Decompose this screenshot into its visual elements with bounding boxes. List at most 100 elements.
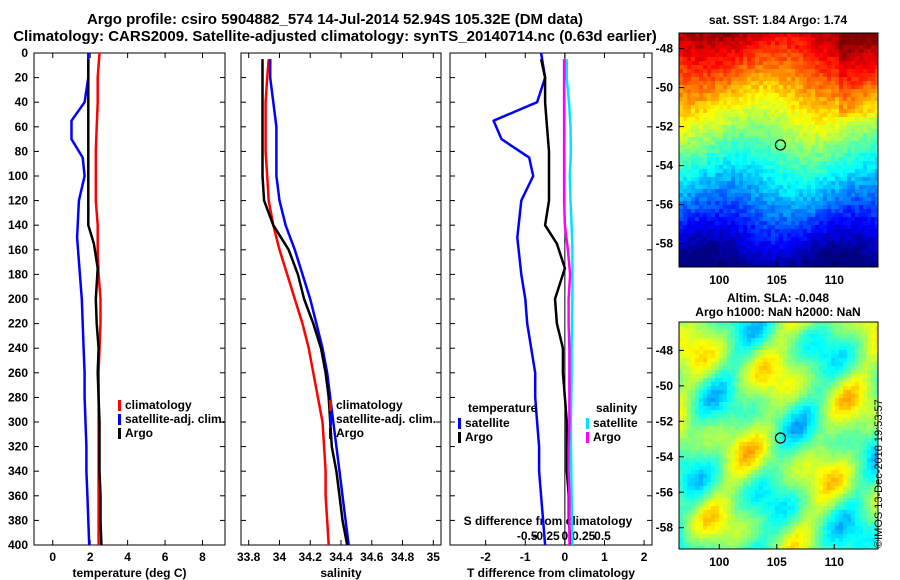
- y-tick-label: -58: [656, 237, 674, 251]
- map-field: [679, 33, 878, 267]
- x-tick-label: 1: [601, 550, 608, 564]
- y-tick-label: -48: [656, 343, 674, 357]
- y-tick-label: 360: [8, 489, 28, 503]
- x-tick-label: 2: [87, 550, 94, 564]
- x-tick-label: 35: [427, 550, 441, 564]
- y-tick-label: 240: [8, 341, 28, 355]
- x-tick-label: -2: [480, 550, 491, 564]
- y-tick-label: 20: [15, 71, 29, 85]
- x-tick-label: 100: [709, 555, 729, 569]
- x-axis-label: T difference from climatology: [467, 566, 635, 580]
- y-tick-label: -56: [656, 198, 674, 212]
- legend-label: Argo: [465, 430, 493, 444]
- imos-watermark: ©IMOS 13-Dec-2018 19:53:57: [873, 399, 885, 548]
- legend-title: salinity: [596, 401, 638, 415]
- y-tick-label: 200: [8, 292, 28, 306]
- legend-swatch: [329, 414, 332, 425]
- legend-title: temperature: [468, 401, 538, 415]
- x-tick-label: 34.8: [391, 550, 415, 564]
- y-tick-label: 60: [15, 120, 29, 134]
- chart-title: Argo profile: csiro 5904882_574 14-Jul-2…: [86, 11, 584, 28]
- x-tick-label: 0: [49, 550, 56, 564]
- x-tick-label: 2: [641, 550, 648, 564]
- legend-label: climatology: [336, 398, 403, 412]
- map-subtitle: Argo h1000: NaN h2000: NaN: [695, 305, 860, 319]
- legend-swatch: [458, 432, 461, 443]
- y-tick-label: 400: [8, 538, 28, 552]
- x-tick-label: 34.2: [299, 550, 323, 564]
- legend-swatch: [118, 400, 121, 411]
- legend-swatch: [329, 428, 332, 439]
- y-tick-label: 380: [8, 513, 28, 527]
- series-line-climatology: [264, 58, 330, 546]
- y-tick-label: -54: [656, 159, 674, 173]
- map-field: [679, 322, 878, 549]
- y-tick-label: -52: [656, 414, 674, 428]
- y-tick-label: 260: [8, 366, 28, 380]
- legend-swatch: [118, 414, 121, 425]
- legend-label: Argo: [593, 430, 621, 444]
- map-frame: [678, 32, 879, 268]
- y-tick-label: 80: [15, 144, 29, 158]
- x-tick-label: 105: [767, 555, 787, 569]
- y-tick-label: 180: [8, 267, 28, 281]
- temperature-panel: 0 2 4 6 802040608010012014016018020022024026…: [8, 46, 226, 580]
- legend-label: satellite-adj. clim.: [336, 412, 436, 426]
- map-title: Altim. SLA: -0.048: [727, 291, 829, 305]
- legend-label: satellite-adj. clim.: [125, 412, 225, 426]
- x-tick-label: 110: [825, 273, 845, 287]
- map-title: sat. SST: 1.84 Argo: 1.74: [709, 13, 848, 27]
- legend-swatch: [118, 428, 121, 439]
- legend-label: Argo: [336, 426, 364, 440]
- x-tick-label: 34.4: [329, 550, 353, 564]
- s-tick-label: 0.25: [572, 529, 596, 543]
- plot-frame: [33, 52, 226, 546]
- legend-swatch: [586, 432, 589, 443]
- y-tick-label: -48: [656, 42, 674, 56]
- y-tick-label: -58: [656, 521, 674, 535]
- legend-label: satellite: [465, 416, 510, 430]
- legend-swatch: [458, 418, 461, 429]
- x-tick-label: 0: [562, 550, 569, 564]
- series-line-t-satellite: [492, 52, 547, 546]
- y-tick-label: -52: [656, 120, 674, 134]
- y-tick-label: 160: [8, 243, 28, 257]
- series-line-t-argo: [539, 58, 573, 546]
- legend-swatch: [586, 418, 589, 429]
- x-tick-label: -1: [520, 550, 531, 564]
- plot-frame: [240, 52, 442, 546]
- argo-position-marker: [774, 139, 787, 151]
- map-frame: [678, 321, 879, 550]
- x-tick-label: 34: [273, 550, 287, 564]
- y-tick-label: -50: [656, 379, 674, 393]
- y-tick-label: 140: [8, 218, 28, 232]
- legend-label: Argo: [125, 426, 153, 440]
- argo-position-marker: [774, 432, 787, 444]
- legend-label: satellite: [593, 416, 638, 430]
- y-tick-label: 340: [8, 464, 28, 478]
- difference-panel: -2 -1 0 1 2 T difference from climatology -0.5…: [449, 52, 653, 580]
- x-tick-label: 100: [709, 273, 729, 287]
- sla-map: 100 105 110 -48 -50 -52 -54 -56 -58 Altim. SLA: -…: [656, 291, 879, 569]
- y-tick-label: 0: [21, 46, 28, 60]
- series-line-argo: [87, 59, 103, 546]
- x-tick-label: 8: [199, 550, 206, 564]
- y-tick-label: 120: [8, 194, 28, 208]
- series-line-s-argo: [562, 59, 572, 545]
- s-axis-label: S difference from climatology: [464, 514, 633, 528]
- x-tick-label: 34.6: [360, 550, 384, 564]
- x-axis-label: salinity: [320, 566, 362, 580]
- y-tick-label: 320: [8, 440, 28, 454]
- legend-label: climatology: [125, 398, 192, 412]
- x-tick-label: 4: [124, 550, 131, 564]
- s-tick-label: -0.5: [517, 529, 538, 543]
- y-tick-label: 100: [8, 169, 28, 183]
- y-tick-label: -54: [656, 450, 674, 464]
- x-tick-label: 33.8: [237, 550, 261, 564]
- y-tick-label: -56: [656, 485, 674, 499]
- y-tick-label: 280: [8, 390, 28, 404]
- series-line-satellite-adj--clim-: [268, 59, 350, 546]
- series-line-satellite-adj--clim-: [70, 53, 91, 546]
- y-tick-label: -50: [656, 81, 674, 95]
